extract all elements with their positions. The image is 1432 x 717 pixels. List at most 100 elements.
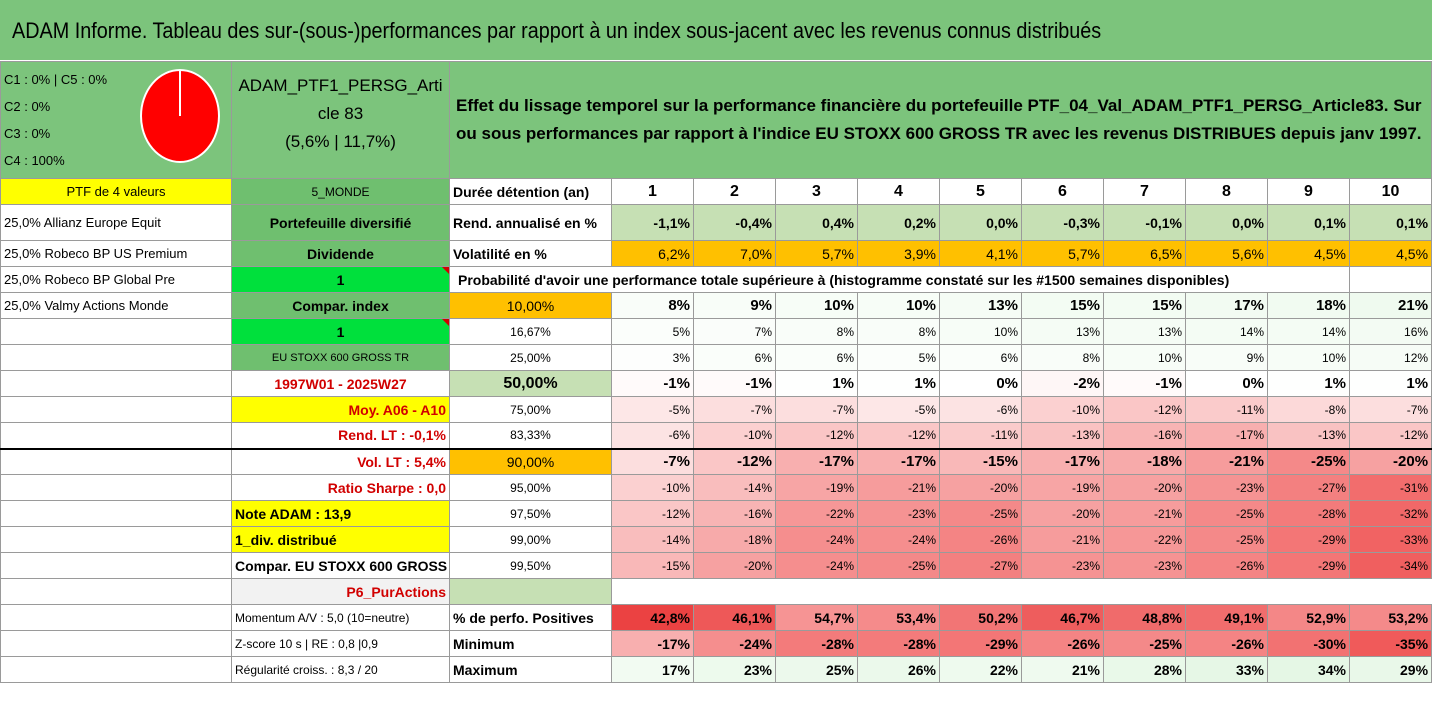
annual-return-value: 0,0% xyxy=(939,204,1022,241)
year-header: 4 xyxy=(857,178,940,205)
table-row: 1 16,67% 5% 7% 8% 8% 10% 13% 13% 14% 14% 16% xyxy=(0,318,1432,345)
adam-score: Note ADAM : 13,9 xyxy=(231,500,450,527)
description-cell: Effet du lissage temporel sur la perform… xyxy=(448,61,1432,179)
quantile-value: -29% xyxy=(1267,526,1350,553)
quantile-value: -21% xyxy=(857,474,940,501)
empty-cell xyxy=(0,656,232,683)
quantile-value: -5% xyxy=(857,396,940,423)
quantile-value: -1% xyxy=(693,370,776,397)
quantile-value: -19% xyxy=(1021,474,1104,501)
year-header: 8 xyxy=(1185,178,1268,205)
positive-perf-value: 42,8% xyxy=(611,604,694,631)
empty-cell xyxy=(0,370,232,397)
positive-perf-value: 46,7% xyxy=(1021,604,1104,631)
minimum-perf-label: Minimum xyxy=(449,630,612,657)
minimum-perf-value: -28% xyxy=(857,630,940,657)
quantile-value: 8% xyxy=(1021,344,1104,371)
quantile-value: 13% xyxy=(939,292,1022,319)
dividend-note: 1_div. distribué xyxy=(231,526,450,553)
quantile-value: -26% xyxy=(939,526,1022,553)
comparison-index-label: Compar. index xyxy=(231,292,450,319)
quantile-label: 83,33% xyxy=(449,422,612,449)
quantile-value: 5% xyxy=(857,344,940,371)
minimum-perf-value: -26% xyxy=(1185,630,1268,657)
index-name: EU STOXX 600 GROSS TR xyxy=(231,344,450,371)
quantile-value: 8% xyxy=(857,318,940,345)
quantile-label: 90,00% xyxy=(449,447,612,475)
volatility-value: 6,2% xyxy=(611,240,694,267)
quantile-value: -24% xyxy=(857,526,940,553)
quantile-value: -24% xyxy=(775,526,858,553)
empty-cell xyxy=(0,552,232,579)
quantile-value: -15% xyxy=(611,552,694,579)
quantile-value: -31% xyxy=(1348,474,1432,501)
quantile-value: 8% xyxy=(611,292,694,319)
quantile-value: -12% xyxy=(775,422,858,449)
quantile-value: -17% xyxy=(775,447,858,475)
volatility-value: 4,5% xyxy=(1267,240,1350,267)
annual-return-value: -0,4% xyxy=(693,204,776,241)
quantile-label: 10,00% xyxy=(449,292,612,319)
quantile-label: 99,50% xyxy=(449,552,612,579)
minimum-perf-value: -28% xyxy=(775,630,858,657)
positive-perf-metric: Momentum A/V : 5,0 (10=neutre) xyxy=(231,604,450,631)
quantile-value: 13% xyxy=(1021,318,1104,345)
allocation-pie-chart xyxy=(140,69,220,163)
quantile-value: 1% xyxy=(775,370,858,397)
quantile-value: 15% xyxy=(1021,292,1104,319)
volatility-value: 3,9% xyxy=(857,240,940,267)
empty-cell xyxy=(0,578,232,605)
quantile-label: 16,67% xyxy=(449,318,612,345)
minimum-perf-value: -17% xyxy=(611,630,694,657)
selector-value: 1 xyxy=(231,266,450,293)
quantile-value: -15% xyxy=(939,447,1022,475)
annual-return-value: -0,1% xyxy=(1103,204,1186,241)
volatility-value: 4,1% xyxy=(939,240,1022,267)
quantile-value: -2% xyxy=(1021,370,1104,397)
holding-line: 25,0% Allianz Europe Equit xyxy=(0,204,232,241)
maximum-perf-value: 33% xyxy=(1185,656,1268,683)
minimum-perf-value: -30% xyxy=(1267,630,1350,657)
region-label: 5_MONDE xyxy=(231,178,450,205)
positive-perf-value: 53,2% xyxy=(1348,604,1432,631)
volatility-value: 5,7% xyxy=(1021,240,1104,267)
table-row: Vol. LT : 5,4% 90,00% -7% -12% -17% -17% -15% -… xyxy=(0,447,1432,475)
quantile-value: -24% xyxy=(775,552,858,579)
quantile-value: -20% xyxy=(693,552,776,579)
long-term-volatility: Vol. LT : 5,4% xyxy=(231,447,450,475)
year-header: 5 xyxy=(939,178,1022,205)
quantile-value: 8% xyxy=(775,318,858,345)
maximum-perf-value: 17% xyxy=(611,656,694,683)
quantile-value: -26% xyxy=(1185,552,1268,579)
table-row: Momentum A/V : 5,0 (10=neutre)% de perfo… xyxy=(0,604,1432,631)
positive-perf-value: 49,1% xyxy=(1185,604,1268,631)
quantile-value: 0% xyxy=(939,370,1022,397)
quantile-label: 75,00% xyxy=(449,396,612,423)
quantile-value: 3% xyxy=(611,344,694,371)
table-row: Ratio Sharpe : 0,0 95,00% -10% -14% -19% -21%… xyxy=(0,474,1432,501)
quantile-value: 1% xyxy=(1348,370,1432,397)
year-header: 6 xyxy=(1021,178,1104,205)
annual-return-value: -0,3% xyxy=(1021,204,1104,241)
empty-cell xyxy=(0,526,232,553)
quantile-value: -25% xyxy=(939,500,1022,527)
year-header: 7 xyxy=(1103,178,1186,205)
annual-return-value: 0,1% xyxy=(1348,204,1432,241)
quantile-value: -19% xyxy=(775,474,858,501)
performance-table: C1 : 0% | C5 : 0% C2 : 0% C3 : 0% C4 : 1… xyxy=(0,61,1432,683)
minimum-perf-value: -29% xyxy=(939,630,1022,657)
quantile-value: -10% xyxy=(611,474,694,501)
style-label: P6_PurActions xyxy=(231,578,450,605)
maximum-perf-value: 23% xyxy=(693,656,776,683)
table-row: 25,0% Valmy Actions Monde Compar. index 10… xyxy=(0,292,1432,319)
empty-cell xyxy=(612,579,1432,605)
quantile-value: -23% xyxy=(1185,474,1268,501)
table-row: Note ADAM : 13,9 97,50% -12% -16% -22% -23% -2… xyxy=(0,500,1432,527)
holding-line: 25,0% Robeco BP US Premium xyxy=(0,240,232,267)
table-row: Moy. A06 - A10 75,00% -5% -7% -7% -5% -6% -10% -… xyxy=(0,396,1432,423)
maximum-perf-value: 29% xyxy=(1348,656,1432,683)
quantile-value: 6% xyxy=(775,344,858,371)
quantile-value: -20% xyxy=(939,474,1022,501)
quantile-value: 6% xyxy=(939,344,1022,371)
maximum-perf-label: Maximum xyxy=(449,656,612,683)
